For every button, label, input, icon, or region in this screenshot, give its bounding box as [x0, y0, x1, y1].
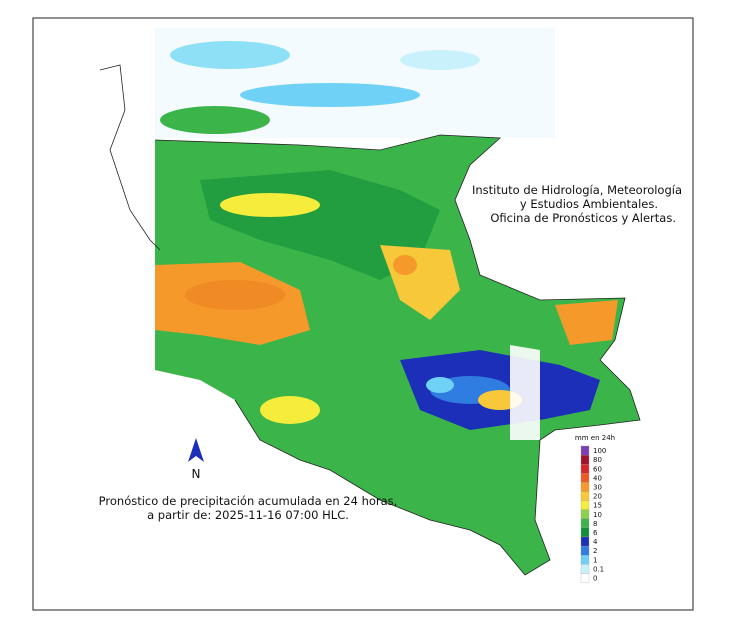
legend-label: 2 — [593, 547, 597, 555]
legend-swatch — [580, 491, 590, 501]
legend-label: 0.1 — [593, 565, 604, 573]
caption-line: a partir de: 2025-11-16 07:00 HLC. — [147, 508, 349, 522]
legend-swatch — [580, 464, 590, 474]
legend-label: 0 — [593, 574, 597, 582]
legend-label: 6 — [593, 529, 598, 537]
caption-line: Pronóstico de precipitación acumulada en… — [99, 494, 398, 508]
legend-swatch — [580, 555, 590, 565]
rain-cell — [170, 41, 290, 69]
legend-label: 80 — [593, 456, 602, 464]
rain-cell — [240, 83, 420, 107]
legend-label: 30 — [593, 483, 602, 491]
no-data — [510, 345, 540, 440]
border — [154, 134, 641, 576]
map — [99, 28, 641, 576]
legend-label: 4 — [593, 538, 598, 546]
legend-label: 40 — [593, 474, 602, 482]
legend-swatch — [580, 473, 590, 483]
legend-swatch — [580, 518, 590, 529]
legend-swatch — [580, 445, 590, 456]
legend-title: mm en 24h — [575, 434, 615, 442]
legend-label: 100 — [593, 447, 606, 455]
rain-zone — [393, 255, 417, 275]
legend-swatch — [580, 536, 590, 547]
rain-zone — [555, 300, 618, 345]
institution-line: Instituto de Hidrología, Meteorología — [472, 183, 682, 197]
legend-swatch — [580, 509, 590, 519]
legend-swatch — [580, 500, 590, 510]
legend-label: 20 — [593, 493, 602, 501]
legend-swatch — [580, 482, 590, 492]
coastline — [99, 64, 161, 251]
legend-swatch — [580, 454, 590, 465]
arrow — [188, 438, 204, 462]
land-precip — [155, 135, 640, 575]
north-arrow — [188, 438, 204, 462]
legend-label: 10 — [593, 511, 602, 519]
legend-label: 1 — [593, 556, 597, 564]
rain-cell — [400, 50, 480, 70]
north-label: N — [192, 467, 201, 481]
legend-label: 60 — [593, 465, 602, 473]
rain-zone — [426, 377, 454, 393]
rain-zone — [260, 396, 320, 424]
legend-swatch — [580, 545, 590, 556]
legend-swatch — [580, 527, 590, 538]
rain-cell — [160, 106, 270, 134]
legend-label: 15 — [593, 502, 602, 510]
rain-zone — [185, 280, 285, 310]
legend-label: 8 — [593, 520, 597, 528]
rain-zone — [220, 193, 320, 217]
legend-box — [560, 430, 640, 590]
legend-swatch — [580, 564, 590, 574]
institution-line: y Estudios Ambientales. — [520, 197, 658, 211]
legend-swatch — [580, 573, 590, 583]
institution-line: Oficina de Pronósticos y Alertas. — [490, 211, 676, 225]
